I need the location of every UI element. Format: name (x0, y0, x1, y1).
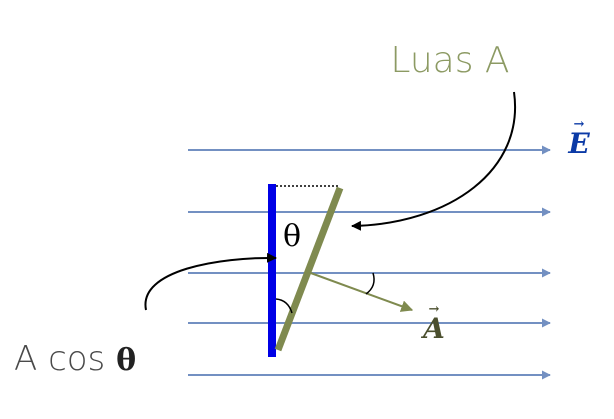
area-vector-label: A (420, 312, 445, 345)
angle-label: θ (283, 219, 301, 254)
field-vector-arrow-symbol: → (574, 117, 585, 132)
projection-label-theta: θ (116, 343, 136, 378)
projection-label-text: A cos (14, 339, 116, 379)
field-lines (188, 145, 551, 380)
projected-plate (268, 184, 276, 357)
projection-pointer-arrow (144, 252, 277, 311)
area-vector-arrow (307, 271, 414, 312)
field-vector-label: E (567, 127, 590, 160)
tilted-surface-plate (274, 186, 344, 352)
projection-label: A cos θ (14, 339, 136, 379)
angle-arc-vector (365, 272, 375, 295)
surface-label: Luas A (390, 40, 509, 81)
area-vector-arrow-symbol: → (429, 302, 440, 317)
angle-arc-plate (275, 298, 293, 314)
surface-pointer-arrow (351, 91, 517, 231)
